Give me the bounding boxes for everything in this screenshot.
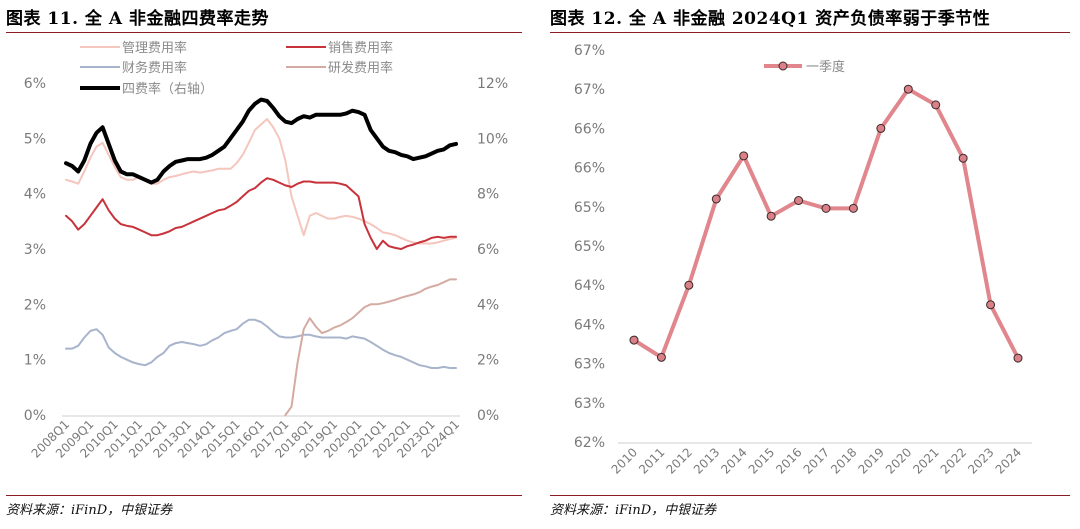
right-axis-tick: 6%: [477, 242, 499, 258]
y-axis-tick: 67%: [574, 43, 605, 59]
legend-marker: [778, 61, 788, 71]
left-source-rule: [6, 495, 522, 496]
y-axis-tick: 67%: [574, 82, 605, 98]
series-line: [632, 87, 1020, 361]
data-point: [876, 123, 886, 133]
series-line: [64, 97, 458, 185]
y-axis-tick: 64%: [574, 317, 605, 333]
data-point: [1013, 353, 1023, 363]
left-axis-tick: 3%: [24, 242, 46, 258]
legend-label: 研发费用率: [328, 60, 393, 76]
legend-label: 销售费用率: [328, 40, 393, 56]
x-axis-tick: 2021: [910, 445, 941, 476]
data-point: [711, 194, 721, 204]
right-axis-tick: 10%: [477, 131, 508, 147]
data-point: [903, 84, 913, 94]
y-axis-tick: 64%: [574, 278, 605, 294]
x-axis-tick: 2011: [636, 445, 667, 476]
right-axis-tick: 4%: [477, 297, 499, 313]
data-point: [958, 153, 968, 163]
right-chart-title: 图表 12. 全 A 非金融 2024Q1 资产负债率弱于季节性: [550, 9, 991, 29]
right-axis-tick: 12%: [477, 76, 508, 92]
right-source-note: 资料来源：iFinD，中银证券: [550, 503, 717, 518]
data-point: [931, 100, 941, 110]
right-title-rule: [550, 32, 1070, 33]
data-point: [684, 280, 694, 290]
x-axis-tick: 2023: [965, 445, 996, 476]
y-axis-tick: 65%: [574, 239, 605, 255]
data-point: [629, 335, 639, 345]
x-axis-tick: 2013: [691, 445, 722, 476]
left-axis-tick: 6%: [24, 76, 46, 92]
data-point: [986, 300, 996, 310]
y-axis-tick: 66%: [574, 121, 605, 137]
y-axis-tick: 65%: [574, 200, 605, 216]
x-axis-tick: 2014: [718, 445, 749, 476]
x-axis-tick: 2015: [746, 445, 777, 476]
left-axis-tick: 0%: [24, 408, 46, 424]
y-axis-tick: 66%: [574, 161, 605, 177]
x-axis-tick: 2010: [609, 445, 640, 476]
left-title-rule: [6, 32, 522, 33]
left-chart-title: 图表 11. 全 A 非金融四费率走势: [6, 9, 269, 29]
legend-label: 财务费用率: [122, 60, 187, 76]
left-axis-tick: 2%: [24, 297, 46, 313]
data-point: [656, 352, 666, 362]
right-axis-tick: 0%: [477, 408, 499, 424]
series-line: [65, 177, 457, 250]
data-point: [766, 211, 776, 221]
data-point: [821, 203, 831, 213]
legend-label: 一季度: [806, 59, 845, 75]
left-axis-tick: 1%: [24, 353, 46, 369]
left-chart: 0%1%2%3%4%5%6%0%2%4%6%8%10%12%2008Q12009…: [24, 40, 508, 461]
right-axis-tick: 8%: [477, 187, 499, 203]
x-axis-tick: 2020: [883, 445, 914, 476]
legend-label: 四费率（右轴）: [122, 81, 213, 97]
series-line: [284, 278, 457, 416]
legend-label: 管理费用率: [122, 40, 187, 56]
y-axis-tick: 62%: [574, 435, 605, 451]
left-source-note: 资料来源：iFinD，中银证券: [6, 503, 173, 518]
x-axis-tick: 2012: [663, 445, 694, 476]
x-axis-tick: 2017: [801, 445, 832, 476]
left-axis-tick: 5%: [24, 131, 46, 147]
left-axis-tick: 4%: [24, 187, 46, 203]
x-axis-tick: 2022: [938, 445, 969, 476]
x-axis-tick: 2024: [993, 445, 1024, 476]
right-axis-tick: 2%: [477, 353, 499, 369]
right-source-rule: [550, 495, 1070, 496]
data-point: [794, 196, 804, 206]
data-point: [739, 151, 749, 161]
series-line: [65, 318, 457, 369]
y-axis-tick: 63%: [574, 357, 605, 373]
x-axis-tick: 2018: [828, 445, 859, 476]
x-axis-tick: 2016: [773, 445, 804, 476]
data-point: [848, 203, 858, 213]
y-axis-tick: 63%: [574, 396, 605, 412]
series-line: [65, 118, 457, 245]
x-axis-tick: 2019: [855, 445, 886, 476]
